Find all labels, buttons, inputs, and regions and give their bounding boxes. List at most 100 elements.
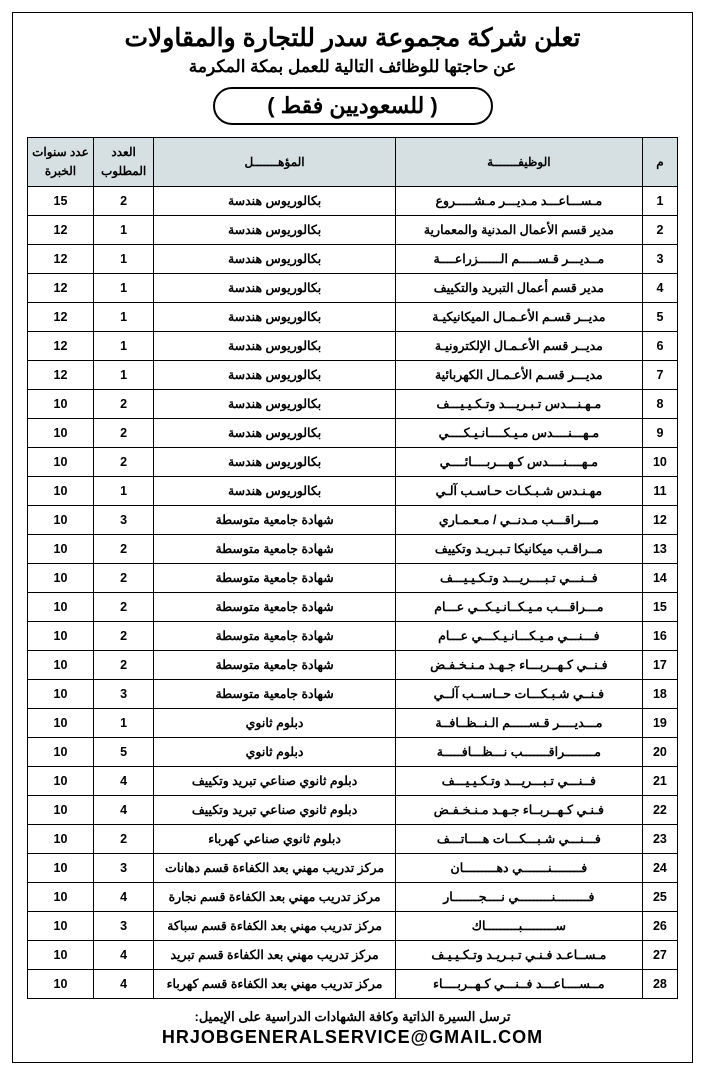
- cell-years: 12: [28, 361, 94, 390]
- cell-job: فـــنـــي شـبـــكـــات هــــاتـــف: [395, 825, 642, 854]
- cell-qualification: دبلوم ثانوي صناعي كهرباء: [154, 825, 396, 854]
- cell-job: فــنـــي تـبــــريـــد وتـكـيـيـــف: [395, 564, 642, 593]
- cell-num: 21: [642, 767, 677, 796]
- table-row: 21فــنـــي تـبـــريـــد وتـكـيـيـــفدبلو…: [28, 767, 678, 796]
- cell-qualification: دبلوم ثانوي: [154, 738, 396, 767]
- table-row: 18فـنــي شـبـكـــات حــاســب آلــيشهادة …: [28, 680, 678, 709]
- cell-count: 3: [93, 912, 153, 941]
- cell-job: مديــر قسم الأعـمـال الإلكترونيـة: [395, 332, 642, 361]
- cell-qualification: بكالوريوس هندسة: [154, 419, 396, 448]
- cell-years: 10: [28, 970, 94, 999]
- cell-num: 4: [642, 274, 677, 303]
- cell-job: مدير قسم أعمال التبريد والتكييف: [395, 274, 642, 303]
- document-frame: تعلن شركة مجموعة سدر للتجارة والمقاولات …: [12, 12, 693, 1063]
- footer-email: HRJOBGENERALSERVICE@GMAIL.COM: [27, 1027, 678, 1048]
- cell-count: 3: [93, 506, 153, 535]
- table-row: 28مــســــاعـــد فــنـــي كـهــربــــاءم…: [28, 970, 678, 999]
- col-header-years: عدد سنوات الخبرة: [28, 138, 94, 187]
- table-row: 16فـــنـــي مـيـكـــانـيـكـــي عـــامشها…: [28, 622, 678, 651]
- cell-years: 10: [28, 593, 94, 622]
- cell-years: 10: [28, 651, 94, 680]
- cell-years: 12: [28, 245, 94, 274]
- cell-num: 9: [642, 419, 677, 448]
- cell-job: فـنــي شـبـكـــات حــاســب آلــي: [395, 680, 642, 709]
- cell-num: 20: [642, 738, 677, 767]
- cell-num: 14: [642, 564, 677, 593]
- subtitle: عن حاجتها للوظائف التالية للعمل بمكة الم…: [27, 57, 678, 77]
- cell-count: 1: [93, 361, 153, 390]
- cell-num: 6: [642, 332, 677, 361]
- table-header-row: م الوظيفـــــــة المؤهـــــــل العدد الم…: [28, 138, 678, 187]
- cell-years: 10: [28, 419, 94, 448]
- cell-years: 10: [28, 941, 94, 970]
- cell-job: مديــر قسـم الأعـمـال الميكانيكيـة: [395, 303, 642, 332]
- cell-count: 4: [93, 767, 153, 796]
- cell-job: ســـــــــبـــــــــاك: [395, 912, 642, 941]
- cell-qualification: شهادة جامعية متوسطة: [154, 622, 396, 651]
- table-row: 10مـهــــنــــدس كـهـــربــــائــــيبكال…: [28, 448, 678, 477]
- cell-qualification: مركز تدريب مهني بعد الكفاءة قسم نجارة: [154, 883, 396, 912]
- cell-years: 10: [28, 535, 94, 564]
- cell-count: 1: [93, 216, 153, 245]
- cell-num: 22: [642, 796, 677, 825]
- col-header-num: م: [642, 138, 677, 187]
- cell-job: مديـــر قسـم الأعـمـال الكهربائية: [395, 361, 642, 390]
- cell-job: فـنـي كـهــربــاء جـهـد مـنـخـفـض: [395, 796, 642, 825]
- cell-num: 25: [642, 883, 677, 912]
- cell-count: 5: [93, 738, 153, 767]
- cell-job: مـــراقـــب مـدنــي / مـعـمـاري: [395, 506, 642, 535]
- cell-job: مـهــــنــــدس كـهـــربــــائــــي: [395, 448, 642, 477]
- table-row: 12مـــراقـــب مـدنــي / مـعـمـاريشهادة ج…: [28, 506, 678, 535]
- cell-num: 28: [642, 970, 677, 999]
- cell-qualification: بكالوريوس هندسة: [154, 332, 396, 361]
- cell-years: 10: [28, 390, 94, 419]
- table-row: 13مــراقـب ميكانيكا تـبـريـد وتكييفشهادة…: [28, 535, 678, 564]
- cell-years: 10: [28, 796, 94, 825]
- cell-count: 1: [93, 709, 153, 738]
- cell-count: 1: [93, 477, 153, 506]
- cell-count: 1: [93, 245, 153, 274]
- cell-qualification: شهادة جامعية متوسطة: [154, 535, 396, 564]
- cell-years: 12: [28, 216, 94, 245]
- cell-qualification: دبلوم ثانوي صناعي تبريد وتكييف: [154, 767, 396, 796]
- cell-job: مـســاعـد فـنـي تـبـريـد وتـكـيـيـف: [395, 941, 642, 970]
- cell-qualification: بكالوريوس هندسة: [154, 216, 396, 245]
- col-header-qualification: المؤهـــــــل: [154, 138, 396, 187]
- cell-qualification: دبلوم ثانوي: [154, 709, 396, 738]
- cell-years: 10: [28, 477, 94, 506]
- cell-count: 4: [93, 883, 153, 912]
- cell-job: فـــــــــنـــــــــي نــــجـــــــار: [395, 883, 642, 912]
- table-row: 25فـــــــــنـــــــــي نــــجـــــــارم…: [28, 883, 678, 912]
- cell-num: 12: [642, 506, 677, 535]
- cell-years: 15: [28, 187, 94, 216]
- table-row: 19مـــديــــر قـســـــم الـنــظــافــةدب…: [28, 709, 678, 738]
- cell-qualification: بكالوريوس هندسة: [154, 303, 396, 332]
- cell-count: 2: [93, 564, 153, 593]
- cell-qualification: مركز تدريب مهني بعد الكفاءة قسم سباكة: [154, 912, 396, 941]
- cell-count: 1: [93, 274, 153, 303]
- cell-num: 13: [642, 535, 677, 564]
- cell-years: 10: [28, 680, 94, 709]
- cell-num: 24: [642, 854, 677, 883]
- cell-job: مـــراقـــب مـيـكــانـيـكــي عـــام: [395, 593, 642, 622]
- cell-job: مــســــاعـــد فــنـــي كـهــربــــاء: [395, 970, 642, 999]
- footer-note: ترسل السيرة الذاتية وكافة الشهادات الدرا…: [27, 1009, 678, 1025]
- cell-count: 2: [93, 390, 153, 419]
- cell-num: 19: [642, 709, 677, 738]
- col-header-job: الوظيفـــــــة: [395, 138, 642, 187]
- main-title: تعلن شركة مجموعة سدر للتجارة والمقاولات: [27, 23, 678, 53]
- cell-job: مــراقـب ميكانيكا تـبـريـد وتكييف: [395, 535, 642, 564]
- cell-qualification: بكالوريوس هندسة: [154, 390, 396, 419]
- table-row: 4مدير قسم أعمال التبريد والتكييفبكالوريو…: [28, 274, 678, 303]
- table-row: 17فـنــي كـهــربـــاء جـهـد مـنـخـفـضشها…: [28, 651, 678, 680]
- cell-num: 15: [642, 593, 677, 622]
- cell-job: مـــديــــر قـســـــم الـنــظــافــة: [395, 709, 642, 738]
- cell-count: 2: [93, 187, 153, 216]
- table-row: 24فــــــــنـــــــي دهـــــــــانمركز ت…: [28, 854, 678, 883]
- table-row: 7مديـــر قسـم الأعـمـال الكهربائيةبكالور…: [28, 361, 678, 390]
- jobs-table: م الوظيفـــــــة المؤهـــــــل العدد الم…: [27, 137, 678, 999]
- table-row: 22فـنـي كـهــربــاء جـهـد مـنـخـفـضدبلوم…: [28, 796, 678, 825]
- cell-job: مدير قسم الأعمال المدنية والمعمارية: [395, 216, 642, 245]
- table-row: 15مـــراقـــب مـيـكــانـيـكــي عـــامشها…: [28, 593, 678, 622]
- cell-qualification: بكالوريوس هندسة: [154, 477, 396, 506]
